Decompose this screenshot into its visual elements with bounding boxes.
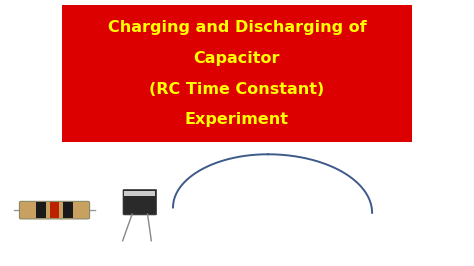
Text: Charging and Discharging of: Charging and Discharging of — [108, 20, 366, 35]
Bar — [63, 202, 73, 218]
Bar — [50, 202, 59, 218]
Bar — [62, 5, 412, 142]
Text: (RC Time Constant): (RC Time Constant) — [149, 82, 325, 97]
Bar — [36, 202, 46, 218]
Bar — [124, 191, 155, 196]
Text: Experiment: Experiment — [185, 112, 289, 127]
Text: Capacitor: Capacitor — [194, 51, 280, 66]
FancyBboxPatch shape — [123, 189, 156, 215]
FancyBboxPatch shape — [19, 201, 90, 219]
